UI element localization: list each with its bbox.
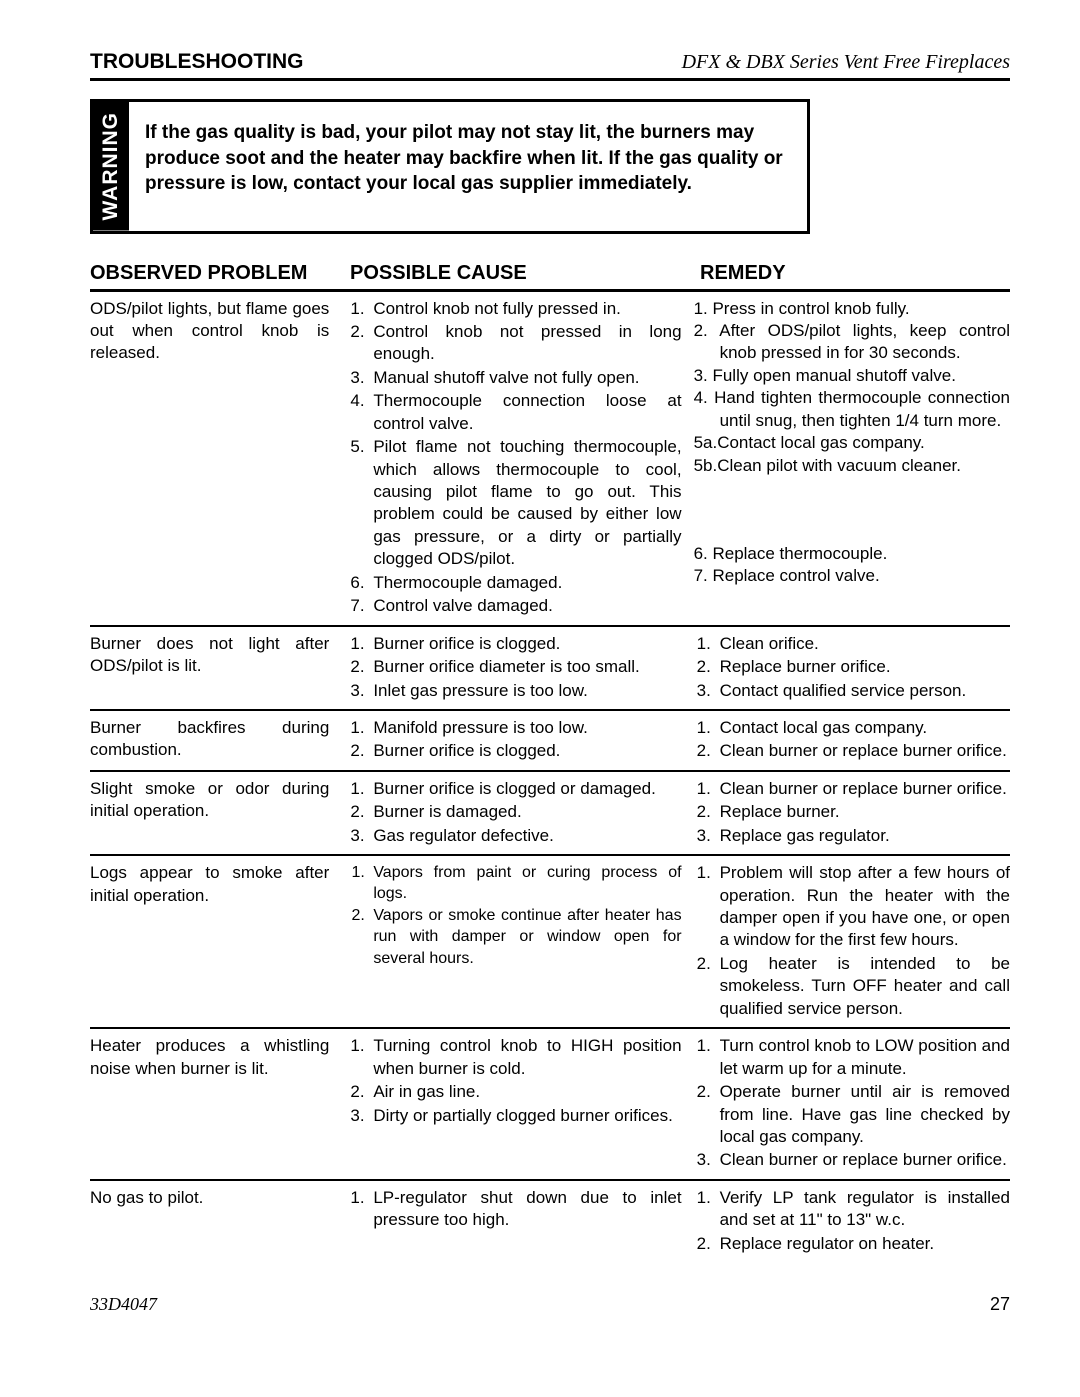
remedy-item: Replace burner orifice. xyxy=(716,656,1010,678)
remedy-item: 5b.Clean pilot with vacuum cleaner. xyxy=(694,455,1010,477)
cause-item: Burner orifice diameter is too small. xyxy=(369,656,681,678)
table-row: Burner does not light after ODS/pilot is… xyxy=(90,627,1010,711)
remedy-cell: 1. Press in control knob fully.2. After … xyxy=(694,298,1010,619)
cause-cell: Vapors from paint or curing process of l… xyxy=(347,862,693,1021)
table-row: Heater produces a whistling noise when b… xyxy=(90,1029,1010,1181)
cause-item: Vapors from paint or curing process of l… xyxy=(369,862,681,904)
problem-cell: Slight smoke or odor during initial oper… xyxy=(90,778,347,848)
remedy-item: 1. Press in control knob fully. xyxy=(694,298,1010,320)
cause-item: Gas regulator defective. xyxy=(369,825,681,847)
remedy-cell: Problem will stop after a few hours of o… xyxy=(694,862,1010,1021)
cause-cell: LP-regulator shut down due to inlet pres… xyxy=(347,1187,693,1256)
cause-cell: Burner orifice is clogged.Burner orifice… xyxy=(347,633,693,703)
header-row: TROUBLESHOOTING DFX & DBX Series Vent Fr… xyxy=(90,50,1010,81)
remedy-cell: Contact local gas company.Clean burner o… xyxy=(694,717,1010,764)
remedy-item: 6. Replace thermocouple. xyxy=(694,543,1010,565)
cause-item: Control valve damaged. xyxy=(369,595,681,617)
remedy-item: Clean burner or replace burner orifice. xyxy=(716,1149,1010,1171)
cause-cell: Burner orifice is clogged or damaged.Bur… xyxy=(347,778,693,848)
cause-cell: Manifold pressure is too low.Burner orif… xyxy=(347,717,693,764)
troubleshooting-table: ODS/pilot lights, but flame goes out whe… xyxy=(90,292,1010,1263)
remedy-item: Replace burner. xyxy=(716,801,1010,823)
cause-item: Thermocouple damaged. xyxy=(369,572,681,594)
cause-item: Turning control knob to HIGH position wh… xyxy=(369,1035,681,1080)
cause-item: Inlet gas pressure is too low. xyxy=(369,680,681,702)
remedy-item xyxy=(694,521,1010,543)
remedy-cell: Clean burner or replace burner orifice.R… xyxy=(694,778,1010,848)
column-headers: OBSERVED PROBLEM POSSIBLE CAUSE REMEDY xyxy=(90,262,1010,292)
table-row: Logs appear to smoke after initial opera… xyxy=(90,856,1010,1029)
warning-text: If the gas quality is bad, your pilot ma… xyxy=(129,102,807,231)
cause-item: Control knob not pressed in long enough. xyxy=(369,321,681,366)
cause-cell: Control knob not fully pressed in.Contro… xyxy=(347,298,693,619)
page-number: 27 xyxy=(990,1294,1010,1315)
remedy-item: Log heater is intended to be smokeless. … xyxy=(716,953,1010,1020)
remedy-item: Replace gas regulator. xyxy=(716,825,1010,847)
warning-label: WARNING xyxy=(93,102,129,231)
remedy-item: 7. Replace control valve. xyxy=(694,565,1010,587)
remedy-cell: Turn control knob to LOW position and le… xyxy=(694,1035,1010,1173)
remedy-cell: Verify LP tank regulator is installed an… xyxy=(694,1187,1010,1256)
remedy-item: Problem will stop after a few hours of o… xyxy=(716,862,1010,952)
remedy-item: Turn control knob to LOW position and le… xyxy=(716,1035,1010,1080)
cause-item: Burner orifice is clogged. xyxy=(369,633,681,655)
cause-cell: Turning control knob to HIGH position wh… xyxy=(347,1035,693,1173)
remedy-cell: Clean orifice.Replace burner orifice.Con… xyxy=(694,633,1010,703)
problem-cell: ODS/pilot lights, but flame goes out whe… xyxy=(90,298,347,619)
remedy-item: Operate burner until air is removed from… xyxy=(716,1081,1010,1148)
cause-item: Air in gas line. xyxy=(369,1081,681,1103)
problem-cell: No gas to pilot. xyxy=(90,1187,347,1256)
warning-box: WARNING If the gas quality is bad, your … xyxy=(90,99,810,234)
cause-item: Manual shutoff valve not fully open. xyxy=(369,367,681,389)
remedy-item: Clean orifice. xyxy=(716,633,1010,655)
remedy-item: Verify LP tank regulator is installed an… xyxy=(716,1187,1010,1232)
cause-item: Burner orifice is clogged or damaged. xyxy=(369,778,681,800)
table-row: Slight smoke or odor during initial oper… xyxy=(90,772,1010,856)
cause-item: Dirty or partially clogged burner orific… xyxy=(369,1105,681,1127)
remedy-item: Contact local gas company. xyxy=(716,717,1010,739)
remedy-item: Clean burner or replace burner orifice. xyxy=(716,778,1010,800)
cause-item: Thermocouple connection loose at control… xyxy=(369,390,681,435)
table-row: ODS/pilot lights, but flame goes out whe… xyxy=(90,292,1010,627)
cause-item: Burner is damaged. xyxy=(369,801,681,823)
remedy-item: Clean burner or replace burner orifice. xyxy=(716,740,1010,762)
series-title: DFX & DBX Series Vent Free Fireplaces xyxy=(682,51,1010,74)
table-row: No gas to pilot. LP-regulator shut down d… xyxy=(90,1181,1010,1262)
cause-item: LP-regulator shut down due to inlet pres… xyxy=(369,1187,681,1232)
problem-cell: Burner backfires during combustion. xyxy=(90,717,347,764)
remedy-item: 3. Fully open manual shutoff valve. xyxy=(694,365,1010,387)
remedy-item: Contact qualified service person. xyxy=(716,680,1010,702)
remedy-item xyxy=(694,499,1010,521)
remedy-item: 4. Hand tighten thermocouple connection … xyxy=(694,387,1010,432)
cause-item: Burner orifice is clogged. xyxy=(369,740,681,762)
doc-id: 33D4047 xyxy=(90,1294,157,1315)
col-header-remedy: REMEDY xyxy=(700,262,1010,285)
table-row: Burner backfires during combustion.Manif… xyxy=(90,711,1010,772)
remedy-item xyxy=(694,477,1010,499)
cause-item: Manifold pressure is too low. xyxy=(369,717,681,739)
remedy-item: 2. After ODS/pilot lights, keep control … xyxy=(694,320,1010,365)
problem-cell: Burner does not light after ODS/pilot is… xyxy=(90,633,347,703)
cause-item: Pilot flame not touching thermocouple, w… xyxy=(369,436,681,571)
section-title: TROUBLESHOOTING xyxy=(90,50,304,74)
col-header-cause: POSSIBLE CAUSE xyxy=(350,262,700,285)
problem-cell: Heater produces a whistling noise when b… xyxy=(90,1035,347,1173)
footer: 33D4047 27 xyxy=(90,1294,1010,1315)
problem-cell: Logs appear to smoke after initial opera… xyxy=(90,862,347,1021)
cause-item: Control knob not fully pressed in. xyxy=(369,298,681,320)
col-header-problem: OBSERVED PROBLEM xyxy=(90,262,350,285)
remedy-item: Replace regulator on heater. xyxy=(716,1233,1010,1255)
remedy-item: 5a.Contact local gas company. xyxy=(694,432,1010,454)
cause-item: Vapors or smoke continue after heater ha… xyxy=(369,905,681,968)
